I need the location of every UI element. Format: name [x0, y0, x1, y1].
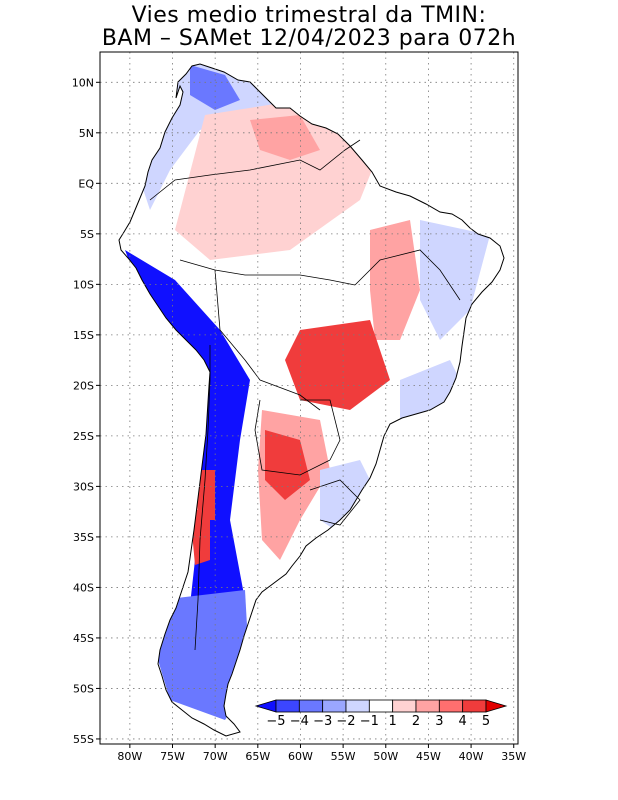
border-argentina-north — [254, 399, 331, 476]
colorbar-label: −3 — [313, 714, 332, 729]
colorbar-label: −5 — [266, 714, 285, 729]
lat-tick-label: 50S — [73, 682, 94, 695]
andes-chile-strong-negative-band — [125, 250, 250, 680]
central-brazil-positive-band — [370, 220, 420, 340]
lat-tick-label: 40S — [73, 581, 94, 594]
colorbar-label: 4 — [459, 714, 467, 729]
lat-tick-label: 15S — [73, 329, 94, 342]
coastline — [118, 63, 505, 737]
colorbar-segment — [298, 699, 324, 713]
colorbar-arrow-high — [485, 699, 508, 713]
lon-tick-label: 80W — [117, 750, 142, 763]
colorbar-label: 5 — [482, 714, 490, 729]
border-paraguay — [300, 399, 341, 461]
latitude-axis: 10N 5N EQ 5S 10S 15S 20S 25S 30S 35S 40S 45S 50S 55S — [72, 76, 100, 746]
colorbar-segment — [322, 699, 347, 713]
colorbar-segment — [438, 699, 464, 713]
guiana-positive-patch — [250, 115, 320, 160]
colorbar-segment — [368, 699, 394, 713]
map-title-line-2: BAM – SAMet 12/04/2023 para 072h — [101, 26, 517, 51]
patagonia-negative-region — [155, 590, 250, 720]
map-title-line-1: Vies medio trimestral da TMIN: — [131, 3, 487, 28]
lon-tick-label: 45W — [416, 750, 441, 763]
lon-tick-label: 35W — [501, 750, 526, 763]
lon-tick-label: 50W — [373, 750, 398, 763]
map-frame — [99, 51, 519, 745]
lat-tick-label: 25S — [73, 430, 94, 443]
lon-tick-label: 60W — [288, 750, 313, 763]
colorbar-label: −1 — [360, 714, 379, 729]
border-chile-argentina — [194, 345, 211, 651]
border-uruguay — [309, 479, 361, 526]
border-peru-brazil — [179, 259, 356, 286]
colorbar-label: 2 — [412, 714, 420, 729]
colorbar-label: −2 — [336, 714, 355, 729]
lat-tick-label: 55S — [73, 733, 94, 746]
colorbar-segment — [345, 699, 370, 713]
lat-tick-label: 5S — [80, 228, 94, 241]
border-bolivia — [214, 269, 321, 411]
lat-tick-label: EQ — [78, 177, 94, 190]
colorbar-label: −4 — [290, 714, 309, 729]
amazon-weak-positive-region — [175, 100, 380, 260]
colombia-negative-core — [190, 65, 240, 110]
lat-tick-label: 20S — [73, 379, 94, 392]
colorbar-segment — [275, 699, 300, 713]
lat-tick-label: 5N — [79, 127, 94, 140]
country-borders — [149, 139, 461, 651]
grid-lines — [100, 52, 518, 744]
lat-tick-label: 10N — [72, 76, 94, 89]
northern-argentina-positive-core — [265, 430, 310, 500]
colorbar-segment — [462, 699, 487, 713]
colorbar-label: 1 — [389, 714, 397, 729]
lon-tick-label: 75W — [160, 750, 185, 763]
lon-tick-label: 70W — [203, 750, 228, 763]
lat-tick-label: 35S — [73, 531, 94, 544]
lon-tick-label: 40W — [459, 750, 484, 763]
colorbar-segment — [415, 699, 440, 713]
pantanal-positive-core — [285, 320, 390, 410]
border-north — [149, 139, 361, 201]
bias-field — [125, 64, 490, 720]
border-brazil-states — [354, 249, 461, 301]
longitude-axis: 80W 75W 70W 65W 60W 55W 50W 45W 40W 35W — [117, 744, 526, 763]
northeast-brazil-negative-region — [420, 220, 490, 340]
colorbar-label: 3 — [435, 714, 443, 729]
lat-tick-label: 10S — [73, 278, 94, 291]
lat-tick-label: 45S — [73, 632, 94, 645]
colorbar: −5 −4 −3 −2 −1 1 2 3 4 5 — [254, 699, 508, 729]
lon-tick-label: 65W — [245, 750, 270, 763]
colorbar-segment — [392, 699, 417, 713]
lon-tick-label: 55W — [331, 750, 356, 763]
lat-tick-label: 30S — [73, 480, 94, 493]
